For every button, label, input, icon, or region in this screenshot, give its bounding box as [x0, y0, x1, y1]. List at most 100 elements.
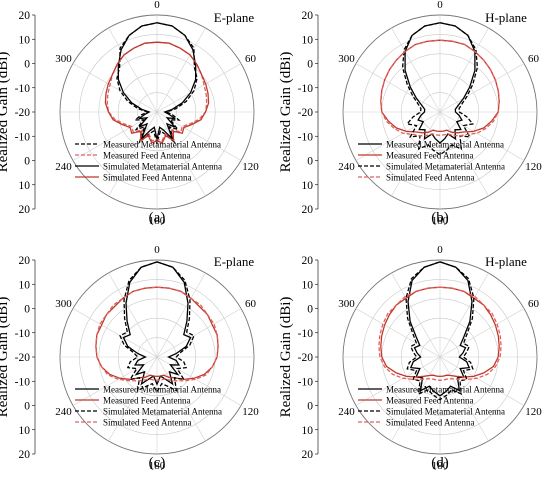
radial-tick-label: 20: [19, 204, 31, 216]
angle-tick-label: 240: [55, 406, 72, 418]
legend-label: Simulated Metamaterial Antenna: [386, 162, 505, 172]
legend-label: Measured Feed Antenna: [103, 151, 190, 161]
angle-tick-label: 0: [154, 244, 160, 256]
radial-tick-label: 0: [307, 304, 313, 316]
grid-spoke: [439, 27, 489, 113]
angle-tick-label: 300: [55, 53, 72, 65]
radial-tick-label: 20: [302, 255, 314, 267]
polar-chart-d: 0 60 120 180 240 300 20 10 0 -10 -20 -10 0 10 20 Realiz…: [278, 244, 542, 472]
radial-tick-label: 0: [24, 401, 30, 413]
grid-spoke: [156, 356, 206, 442]
radial-tick-label: 20: [19, 255, 31, 267]
legend-label: Measured Feed Antenna: [386, 396, 473, 406]
angle-tick-label: 0: [437, 0, 443, 11]
radial-tick-label: 20: [302, 449, 314, 461]
plane-label: E-plane: [214, 254, 255, 269]
grid-spoke: [355, 356, 441, 406]
angle-tick-label: 120: [525, 406, 542, 418]
radial-tick-label: -10: [298, 376, 314, 388]
grid-spoke: [108, 356, 158, 442]
legend-label: Simulated Feed Antenna: [103, 418, 191, 428]
series-curve: [380, 39, 500, 137]
grid-spoke: [439, 356, 489, 442]
y-axis-title: Realized Gain (dBi): [0, 297, 11, 418]
legend-label: Measured Feed Antenna: [103, 396, 190, 406]
grid-spoke: [439, 111, 525, 161]
plane-label: H-plane: [485, 10, 527, 25]
grid-spoke: [156, 111, 206, 197]
radial-tick-label: 0: [24, 59, 30, 71]
radial-tick-label: 10: [19, 425, 31, 437]
angle-tick-label: 60: [245, 298, 257, 310]
legend-label: Measured Metamaterial Antenna: [103, 140, 221, 150]
grid-spoke: [391, 27, 441, 113]
legend-label: Simulated Metamaterial Antenna: [103, 162, 222, 172]
angle-tick-label: 180: [149, 215, 166, 227]
y-axis-title: Realized Gain (dBi): [278, 297, 294, 418]
legend-label: Measured Metamaterial Antenna: [386, 385, 504, 395]
polar-chart-c: 0 60 120 180 240 300 20 10 0 -10 -20 -10 0 10 20 Realiz…: [0, 244, 259, 472]
grid-spoke: [108, 272, 158, 358]
grid-spoke: [391, 356, 441, 442]
y-axis-title: Realized Gain (dBi): [278, 52, 294, 173]
polar-chart-b: 0 60 120 180 240 300 20 10 0 -10 -20 -10 0 10 20 Realiz…: [278, 0, 542, 227]
grid-spoke: [355, 63, 441, 113]
angle-tick-label: 240: [338, 161, 355, 173]
grid-spoke: [439, 308, 525, 358]
series-curve: [380, 286, 500, 378]
angle-tick-label: 0: [437, 244, 443, 256]
series-curve: [117, 22, 197, 140]
grid-spoke: [355, 308, 441, 358]
grid-spoke: [391, 272, 441, 358]
angle-tick-label: 0: [154, 0, 160, 11]
angle-tick-label: 240: [55, 161, 72, 173]
series-curve: [95, 286, 219, 381]
angle-tick-label: 300: [55, 298, 72, 310]
grid-spoke: [355, 111, 441, 161]
angle-tick-label: 240: [338, 406, 355, 418]
angle-tick-label: 180: [432, 215, 449, 227]
radial-tick-label: 10: [302, 34, 314, 46]
series-curve: [95, 286, 219, 382]
series-curve: [401, 22, 479, 156]
radial-tick-label: 0: [307, 401, 313, 413]
series-curve: [405, 261, 475, 401]
angle-tick-label: 120: [242, 161, 259, 173]
radial-tick-label: -20: [15, 107, 31, 119]
radial-tick-label: 10: [302, 425, 314, 437]
grid-spoke: [439, 272, 489, 358]
radial-tick-label: -20: [298, 352, 314, 364]
plane-label: H-plane: [485, 254, 527, 269]
grid-spoke: [439, 356, 525, 406]
grid-spoke: [391, 111, 441, 197]
angle-tick-label: 60: [528, 53, 540, 65]
panel-label: (a): [149, 210, 166, 226]
grid-spoke: [156, 111, 242, 161]
plane-label: E-plane: [214, 10, 255, 25]
radial-tick-label: -20: [298, 107, 314, 119]
series-curve: [122, 261, 192, 386]
panel-label: (b): [431, 210, 449, 226]
grid-spoke: [72, 63, 158, 113]
radial-tick-label: -10: [298, 83, 314, 95]
radial-tick-label: 10: [302, 279, 314, 291]
radial-tick-label: 20: [302, 204, 314, 216]
radial-tick-label: 0: [307, 59, 313, 71]
grid-spoke: [439, 63, 525, 113]
legend-label: Simulated Metamaterial Antenna: [103, 407, 222, 417]
radial-tick-label: 0: [24, 156, 30, 168]
angle-tick-label: 60: [528, 298, 540, 310]
radial-tick-label: 0: [24, 304, 30, 316]
polar-chart-a: 0 60 120 180 240 300 20 10 0 -10 -20 -10 0 10 20 Realiz…: [0, 0, 259, 227]
grid-spoke: [156, 272, 206, 358]
radial-tick-label: -20: [15, 352, 31, 364]
series-curve: [378, 286, 502, 381]
radial-tick-label: -10: [15, 83, 31, 95]
radial-tick-label: 20: [19, 10, 31, 22]
series-curve: [116, 22, 198, 146]
radial-tick-label: -10: [15, 328, 31, 340]
grid-spoke: [108, 27, 158, 113]
grid-spoke: [156, 27, 206, 113]
radial-tick-label: 10: [302, 180, 314, 192]
